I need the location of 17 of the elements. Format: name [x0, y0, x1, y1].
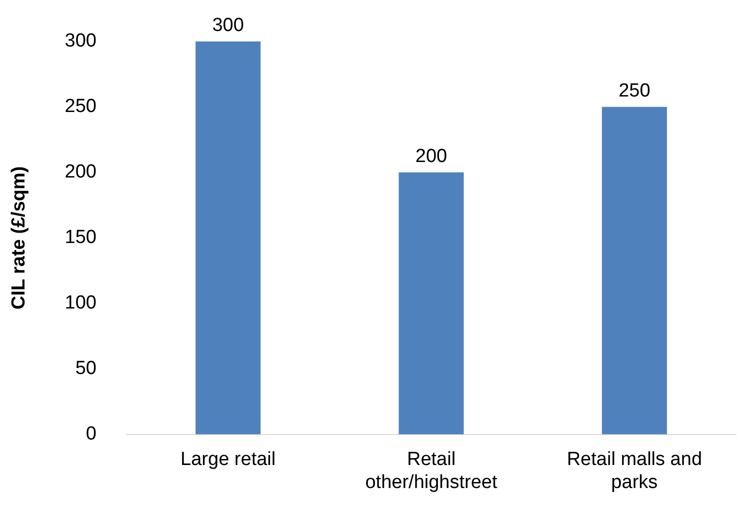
x-tick-label: Large retail [180, 449, 276, 470]
bar [398, 172, 464, 434]
y-tick-label: 250 [64, 96, 96, 118]
y-tick-label: 300 [64, 30, 96, 52]
bar [196, 41, 261, 434]
y-tick-label: 150 [64, 227, 96, 248]
bar [602, 106, 667, 434]
y-tick-label: 100 [64, 292, 96, 314]
data-label: 300 [212, 15, 244, 36]
data-label: 250 [618, 80, 650, 102]
x-tick-label: Retail malls and parks [566, 449, 702, 493]
x-tick-label: Retail other/highstreet [365, 449, 498, 493]
y-tick-label: 0 [86, 424, 96, 445]
y-tick-label: 200 [64, 162, 96, 183]
data-label: 200 [415, 146, 448, 168]
y-tick-label: 50 [75, 358, 96, 380]
y-axis-title: CIL rate (£/sqm) [8, 166, 30, 310]
